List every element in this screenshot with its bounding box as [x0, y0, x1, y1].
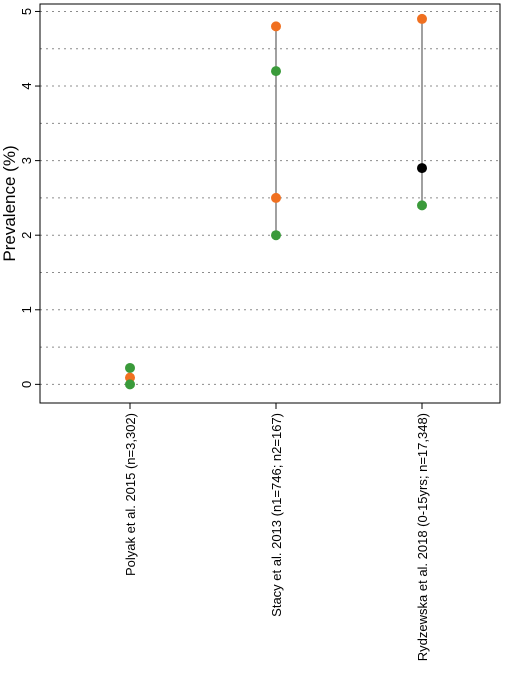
y-axis: 0 1 2 3 4 5	[19, 8, 40, 388]
y-tick-label: 5	[19, 8, 34, 15]
y-tick-label: 3	[19, 157, 34, 164]
y-tick-label: 1	[19, 306, 34, 313]
data-point	[417, 163, 427, 174]
category-label: Stacy et al. 2013 (n1=746; n2=167)	[269, 413, 284, 617]
data-point	[125, 362, 135, 373]
data-point	[271, 21, 281, 32]
y-tick-label: 4	[19, 82, 34, 89]
plot-frame	[39, 3, 501, 404]
y-axis-title: Prevalence (%)	[0, 145, 19, 261]
category-label: Polyak et al. 2015 (n=3,302)	[123, 413, 138, 576]
range-layer	[275, 18, 423, 236]
data-point	[417, 200, 427, 211]
grid-layer	[40, 10, 500, 385]
data-point	[271, 66, 281, 77]
data-point	[271, 192, 281, 203]
x-axis: Polyak et al. 2015 (n=3,302) Stacy et al.…	[123, 403, 430, 661]
y-tick-label: 2	[19, 232, 34, 239]
data-point	[125, 379, 135, 390]
data-point	[417, 13, 427, 24]
point-layer	[125, 13, 427, 390]
data-point	[271, 230, 281, 241]
category-label: Rydzewska et al. 2018 (0-15yrs; n=17,348…	[415, 413, 430, 661]
y-tick-label: 0	[19, 381, 34, 388]
